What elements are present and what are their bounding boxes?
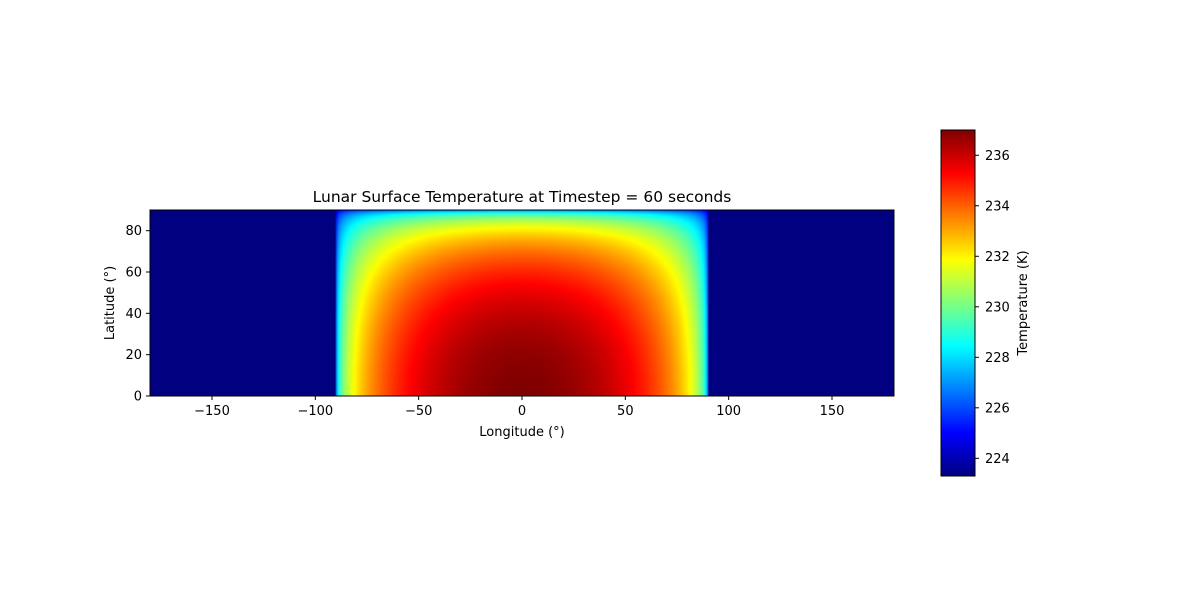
colorbar-tick-label: 232 [985,250,1010,265]
x-tick-label: −150 [194,404,230,419]
heatmap-image [150,210,894,396]
y-tick-label: 60 [125,266,142,281]
x-tick-label: 0 [518,404,526,419]
colorbar-title: Temperature (K) [1016,250,1031,356]
y-axis: 0 20 40 60 80 [125,224,150,405]
colorbar-tick-label: 226 [985,401,1010,416]
colorbar-tick-label: 228 [985,351,1010,366]
colorbar-tick-label: 234 [985,199,1010,214]
y-tick-label: 40 [125,307,142,322]
x-tick-label: −100 [297,404,333,419]
y-axis-title: Latitude (°) [103,266,118,340]
colorbar-tick-label: 224 [985,452,1010,467]
colorbar-tick-label: 230 [985,300,1010,315]
y-tick-label: 80 [125,224,142,239]
x-tick-label: 150 [820,404,845,419]
x-axis: −150 −100 −50 0 50 100 150 [194,396,844,419]
y-tick-label: 0 [134,390,142,405]
colorbar-frame [940,129,976,477]
colorbar-ticks: 224 226 228 230 232 234 236 [975,149,1010,467]
x-tick-label: −50 [405,404,432,419]
x-tick-label: 50 [617,404,634,419]
plot-area [149,209,895,397]
colorbar: 224 226 228 230 232 234 236 Temperature (K) [940,129,1031,477]
colorbar-tick-label: 236 [985,149,1010,164]
x-tick-label: 100 [716,404,741,419]
x-axis-title: Longitude (°) [479,425,564,440]
colorbar-gradient [941,130,975,476]
chart-title: Lunar Surface Temperature at Timestep = … [313,188,732,206]
y-tick-label: 20 [125,348,142,363]
